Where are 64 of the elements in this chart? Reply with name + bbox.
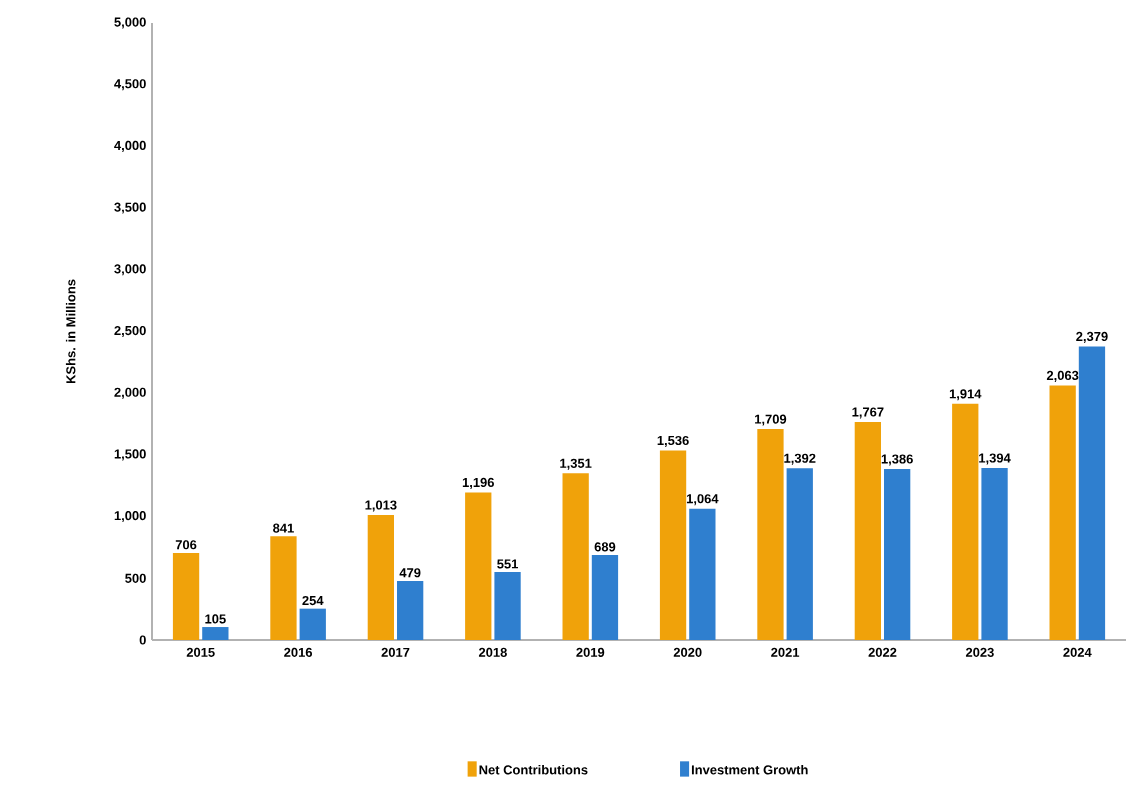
y-tick-label: 1,000 [114, 511, 146, 523]
x-tick-label: 2021 [771, 647, 800, 657]
data-label: 105 [205, 614, 226, 624]
bar [952, 403, 979, 640]
x-tick-label: 2019 [576, 647, 605, 657]
data-label: 706 [175, 540, 197, 550]
data-label: 1,064 [686, 494, 719, 506]
bar [397, 580, 424, 640]
bar [270, 536, 297, 640]
bar [172, 552, 200, 640]
data-label: 1,767 [852, 407, 884, 419]
bar [1049, 385, 1076, 640]
x-tick-label: 2018 [478, 647, 507, 657]
data-label: 841 [273, 523, 294, 533]
y-tick-label: 5,000 [114, 17, 146, 29]
bar [786, 468, 813, 640]
y-tick-label: 2,500 [114, 325, 146, 338]
bar [659, 450, 687, 640]
bar [884, 468, 911, 640]
data-label: 1,392 [784, 453, 816, 465]
data-label: 689 [594, 542, 616, 552]
data-label: 2,379 [1076, 331, 1108, 343]
data-label: 1,709 [755, 414, 787, 426]
data-label: 551 [497, 559, 518, 569]
y-tick-label: 4,500 [114, 79, 146, 91]
y-tick-label: 1,500 [114, 449, 146, 461]
y-tick-label: 2,000 [114, 387, 146, 399]
data-label: 479 [399, 568, 421, 578]
bar [689, 508, 716, 640]
y-tick-label: 3,500 [114, 202, 146, 214]
bar [1078, 346, 1106, 640]
bar [202, 627, 229, 640]
data-label: 1,013 [365, 500, 397, 512]
x-tick-label: 2016 [284, 647, 313, 657]
bar [367, 515, 394, 640]
legend-label: Net Contributions [479, 764, 588, 775]
data-label: 1,196 [462, 477, 494, 489]
data-label: 1,351 [560, 458, 592, 470]
legend-label: Investment Growth [691, 764, 808, 775]
y-tick-label: 3,000 [114, 264, 146, 276]
bar [299, 608, 326, 640]
x-tick-label: 2020 [673, 647, 702, 657]
data-label: 1,536 [657, 435, 689, 447]
x-tick-label: 2022 [868, 647, 897, 657]
bar [981, 467, 1008, 640]
bar [591, 554, 619, 640]
bar [757, 429, 784, 640]
data-label: 1,394 [979, 453, 1011, 465]
bar [465, 492, 492, 640]
y-tick-label: 500 [125, 573, 146, 583]
x-tick-label: 2023 [965, 647, 994, 657]
y-tick-label: 4,000 [114, 140, 146, 152]
data-label: 254 [302, 595, 324, 606]
x-tick-label: 2015 [186, 647, 215, 657]
bar [562, 473, 589, 640]
data-label: 1,386 [881, 454, 913, 466]
y-tick-label: 0 [139, 635, 146, 645]
x-tick-label: 2024 [1063, 647, 1092, 657]
y-axis-title: KShs. in Millions [65, 279, 76, 384]
data-label: 2,063 [1046, 370, 1079, 382]
x-tick-label: 2017 [381, 647, 410, 657]
bar [854, 421, 881, 640]
data-label: 1,914 [949, 389, 982, 401]
bar [494, 572, 521, 640]
